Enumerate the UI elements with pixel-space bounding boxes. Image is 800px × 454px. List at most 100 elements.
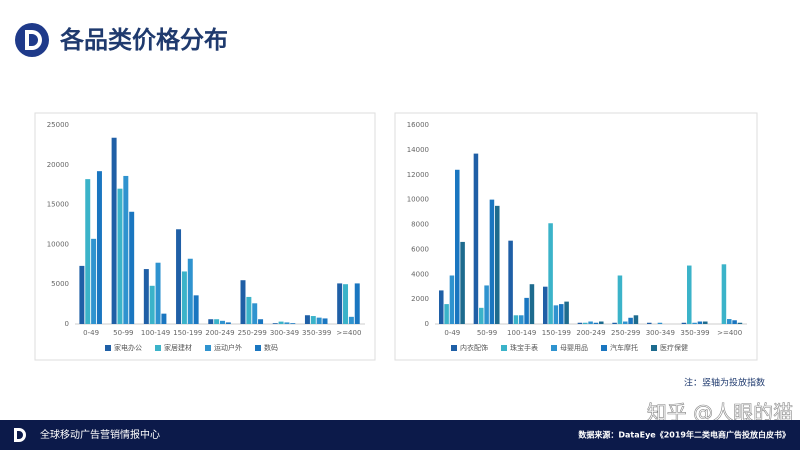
bar xyxy=(588,321,593,324)
y-tick-label: 14000 xyxy=(407,146,429,154)
chart-panel xyxy=(394,112,758,361)
legend-swatch xyxy=(451,345,457,351)
bar xyxy=(155,262,161,324)
bar xyxy=(123,175,129,324)
legend-swatch xyxy=(255,345,261,351)
x-tick-label: 0-49 xyxy=(444,329,460,337)
x-tick-label: 350-399 xyxy=(680,329,709,337)
bar xyxy=(681,322,687,324)
bar xyxy=(258,319,264,324)
bar xyxy=(176,229,182,324)
bar xyxy=(727,319,732,324)
x-tick-label: 0-49 xyxy=(83,329,99,337)
bar xyxy=(193,295,199,324)
bar xyxy=(623,321,628,324)
x-tick-label: 150-199 xyxy=(173,329,202,337)
header-logo xyxy=(15,23,49,57)
bar xyxy=(703,321,708,324)
bar xyxy=(564,301,569,324)
bar xyxy=(599,321,604,324)
footer-logo xyxy=(14,428,26,442)
bar xyxy=(489,199,495,324)
bar xyxy=(111,137,117,324)
chart-panel xyxy=(34,112,376,361)
bar xyxy=(149,285,155,324)
y-tick-label: 20000 xyxy=(47,161,69,169)
legend-label: 数码 xyxy=(264,343,278,352)
y-tick-label: 0 xyxy=(425,320,429,328)
y-tick-label: 4000 xyxy=(411,270,429,278)
bar xyxy=(181,271,187,324)
slide-title: 各品类价格分布 xyxy=(59,26,228,54)
legend-label: 内衣配饰 xyxy=(460,343,488,352)
bar xyxy=(252,303,258,324)
bar xyxy=(737,322,743,324)
legend-label: 家居建材 xyxy=(164,343,192,352)
bar xyxy=(460,241,465,324)
bar xyxy=(529,284,535,324)
bar xyxy=(524,297,529,324)
bar xyxy=(322,318,328,324)
x-tick-label: 150-199 xyxy=(542,329,571,337)
bar xyxy=(284,322,290,324)
bar xyxy=(519,315,524,324)
y-tick-label: 2000 xyxy=(411,295,429,303)
legend-label: 珠宝手表 xyxy=(510,343,538,352)
footer-source: 数据来源：DataEye《2019年二类电商广告投放白皮书》 xyxy=(578,430,790,440)
bar xyxy=(495,205,500,324)
bar xyxy=(343,284,349,324)
bar xyxy=(85,179,91,324)
bar xyxy=(208,319,214,324)
bar xyxy=(348,316,354,324)
bar xyxy=(657,322,663,324)
y-tick-label: 0 xyxy=(65,320,69,328)
note: 注：竖轴为投放指数 xyxy=(684,377,765,389)
bar xyxy=(225,322,231,324)
bar xyxy=(508,240,513,324)
legend-swatch xyxy=(501,345,507,351)
x-tick-label: >=400 xyxy=(717,329,742,337)
bar xyxy=(444,304,449,324)
bar xyxy=(484,285,489,324)
y-tick-label: 15000 xyxy=(47,201,69,209)
bar xyxy=(647,322,652,324)
bar xyxy=(96,171,102,324)
bar xyxy=(543,286,548,324)
bar xyxy=(697,321,703,324)
legend-swatch xyxy=(651,345,657,351)
x-tick-label: 50-99 xyxy=(477,329,497,337)
footer-bar xyxy=(0,420,800,450)
bar xyxy=(278,321,284,324)
bar xyxy=(187,258,193,324)
bar xyxy=(246,296,252,324)
bar xyxy=(577,322,583,324)
bar xyxy=(240,280,246,324)
legend-label: 运动户外 xyxy=(214,343,242,352)
bar xyxy=(687,265,692,324)
bar xyxy=(617,275,623,324)
bar xyxy=(612,322,617,324)
legend-label: 医疗保健 xyxy=(660,343,688,352)
bar xyxy=(91,238,97,324)
x-tick-label: 100-149 xyxy=(507,329,536,337)
x-tick-label: 200-249 xyxy=(576,329,605,337)
x-tick-label: 200-249 xyxy=(205,329,234,337)
y-tick-label: 12000 xyxy=(407,171,429,179)
legend-swatch xyxy=(601,345,607,351)
bar xyxy=(692,322,697,324)
legend-label: 汽车摩托 xyxy=(610,343,638,352)
bar xyxy=(628,317,633,324)
y-tick-label: 25000 xyxy=(47,121,69,129)
legend-swatch xyxy=(105,345,111,351)
bar xyxy=(354,283,360,324)
bar xyxy=(272,323,278,324)
legend-label: 母婴用品 xyxy=(560,344,588,352)
bar xyxy=(129,211,135,324)
bar xyxy=(583,322,588,324)
x-tick-label: 250-299 xyxy=(238,329,267,337)
bar xyxy=(337,283,343,324)
bar xyxy=(633,315,639,324)
bar xyxy=(473,153,479,324)
bar xyxy=(79,265,85,324)
